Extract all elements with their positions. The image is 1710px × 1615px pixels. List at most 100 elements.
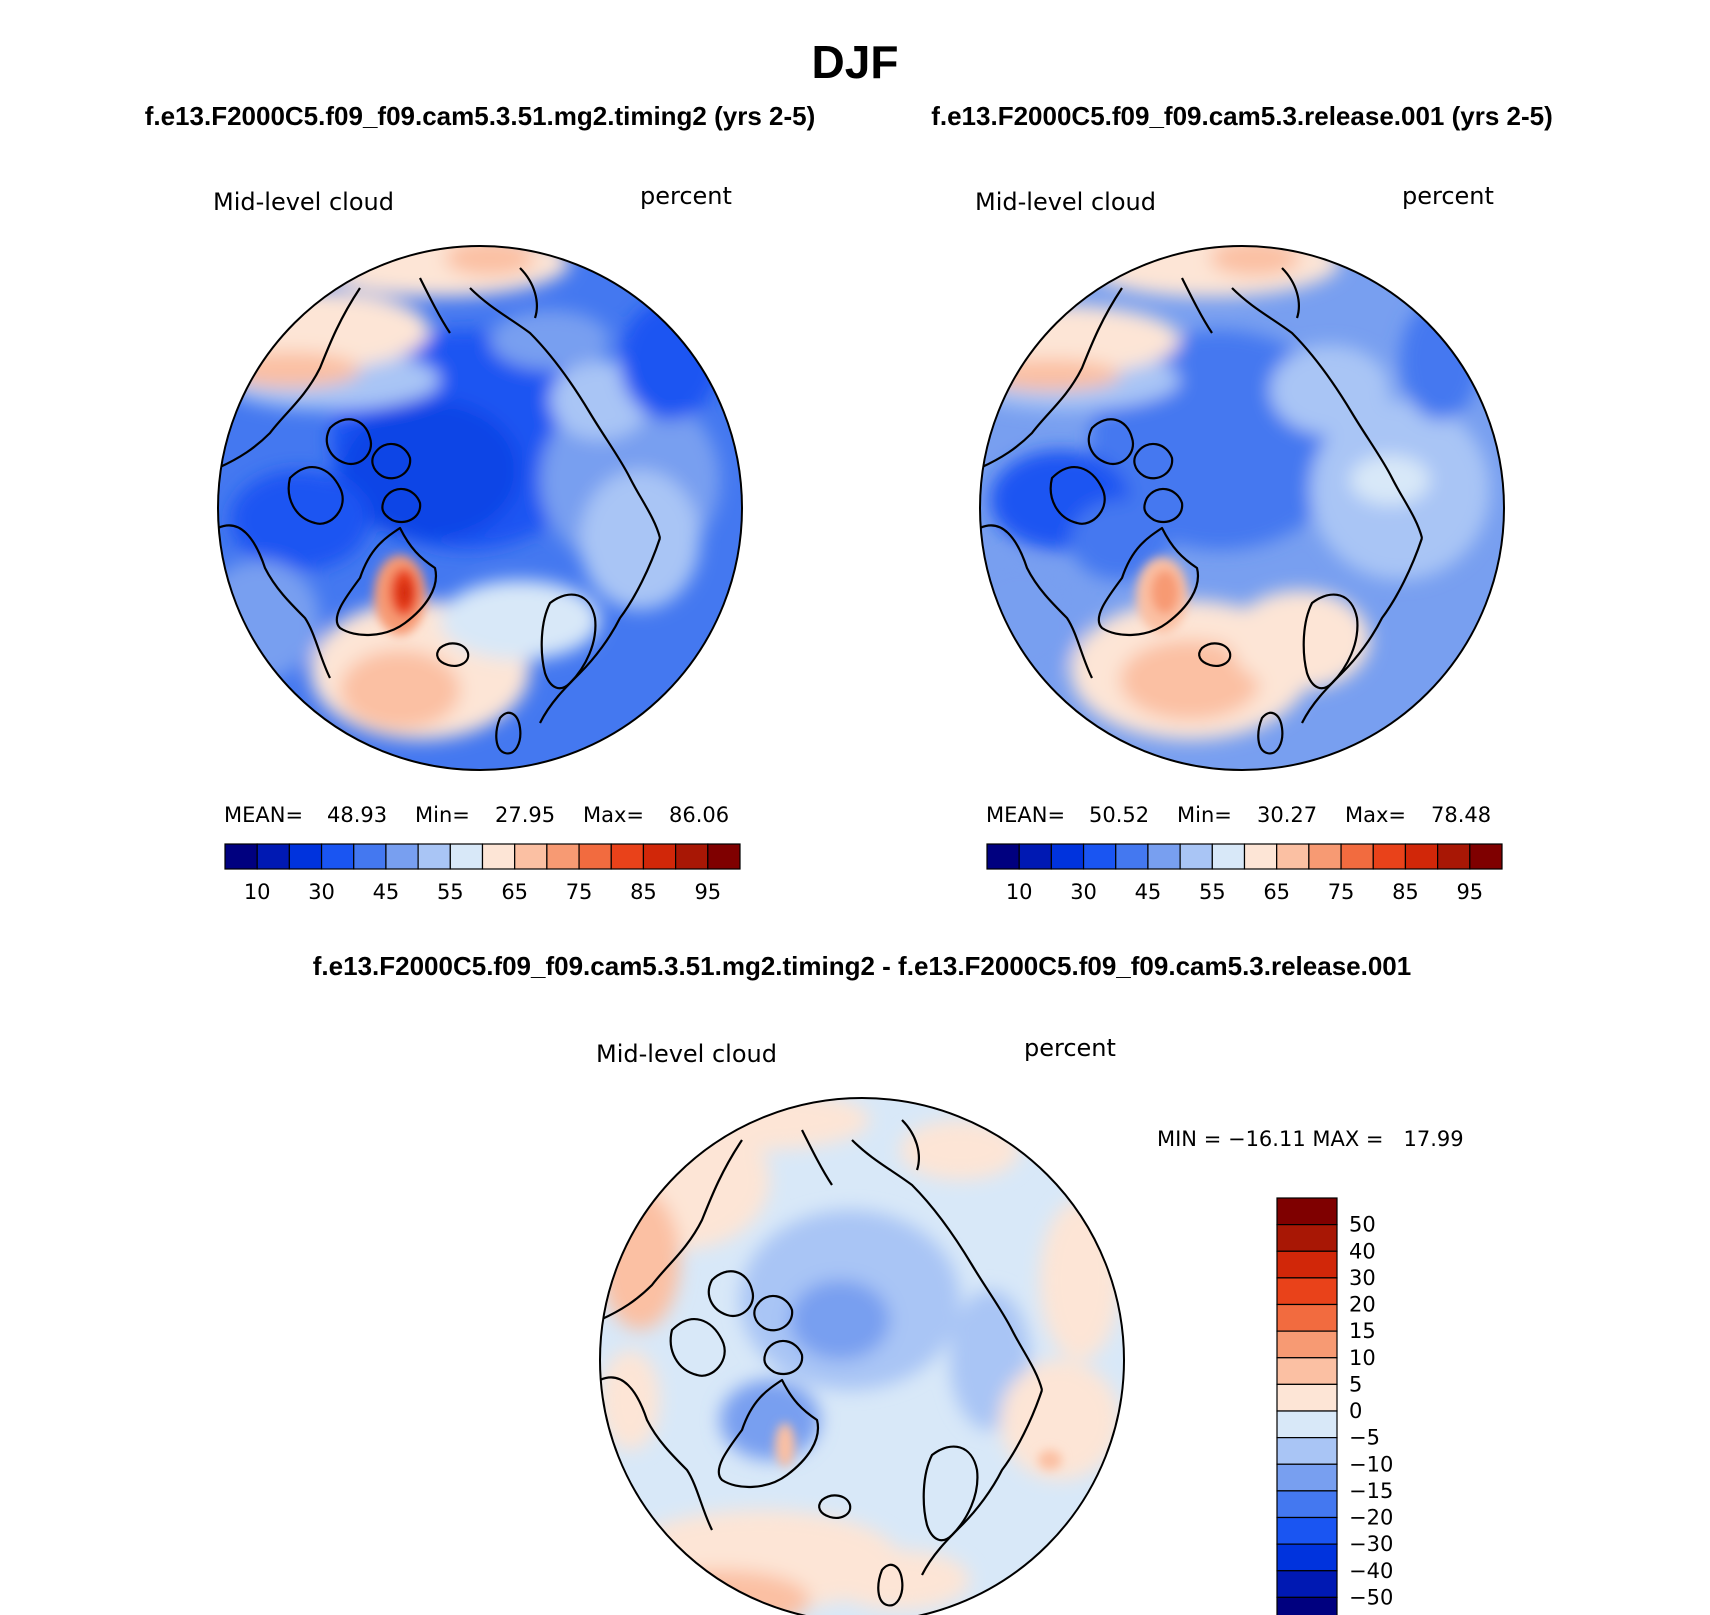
panel-right-max: 78.48 bbox=[1431, 803, 1491, 827]
panel-right-case-title: f.e13.F2000C5.f09_f09.cam5.3.release.001… bbox=[931, 101, 1553, 131]
colorbar-right-swatch bbox=[1276, 843, 1310, 870]
panel-right-max-label: Max= bbox=[1345, 803, 1406, 827]
colorbar-left-tick-label: 95 bbox=[694, 880, 721, 904]
colorbar-diff-tick-label: 30 bbox=[1349, 1266, 1376, 1290]
colorbar-diff-swatch bbox=[1276, 1197, 1338, 1226]
colorbar-left-tick-label: 75 bbox=[566, 880, 593, 904]
colorbar-diff-swatch bbox=[1276, 1516, 1338, 1545]
colorbar-diff-swatch bbox=[1276, 1250, 1338, 1279]
colorbar-right-swatch bbox=[1018, 843, 1052, 870]
colorbar-diff-swatch bbox=[1276, 1570, 1338, 1598]
colorbar-right-tick-label: 10 bbox=[1006, 880, 1033, 904]
colorbar-diff-tick-label: 5 bbox=[1349, 1372, 1362, 1396]
colorbar-diff-tick-label: −30 bbox=[1349, 1532, 1393, 1556]
colorbar-right-swatch bbox=[1437, 843, 1471, 870]
colorbar-left-swatch bbox=[385, 843, 419, 870]
colorbar-diff-tick-label: 50 bbox=[1349, 1213, 1376, 1237]
colorbar-diff-tick-label: −20 bbox=[1349, 1506, 1393, 1530]
panel-left-stats: MEAN= 48.93 Min= 27.95 Max= 86.06 bbox=[224, 803, 729, 827]
colorbar-left-swatch bbox=[288, 843, 323, 870]
colorbar-left-tick-label: 55 bbox=[437, 880, 464, 904]
panel-diff-minmax: MIN = −16.11 MAX = 17.99 bbox=[1157, 1127, 1464, 1151]
colorbar-right-swatch bbox=[1147, 843, 1181, 870]
colorbar-left-swatch bbox=[320, 843, 355, 870]
panel-left-min: 27.95 bbox=[495, 803, 555, 827]
colorbar-diff-swatch bbox=[1276, 1596, 1338, 1615]
colorbar-right-tick-label: 65 bbox=[1263, 880, 1290, 904]
colorbar-diff-tick-label: −40 bbox=[1349, 1559, 1393, 1583]
colorbar-diff-tick-label: 20 bbox=[1349, 1293, 1376, 1317]
colorbar-right-tick-label: 30 bbox=[1070, 880, 1097, 904]
panel-right-mean-label: MEAN= bbox=[986, 803, 1065, 827]
colorbar-right-swatch bbox=[1404, 843, 1439, 870]
colorbar-diff-tick-label: 0 bbox=[1349, 1399, 1362, 1423]
colorbar-diff-tick-label: −5 bbox=[1349, 1426, 1380, 1450]
colorbar-diff-tick-label: 40 bbox=[1349, 1239, 1376, 1263]
panel-left-units: percent bbox=[640, 182, 732, 210]
colorbar-diff-swatch bbox=[1276, 1277, 1338, 1306]
colorbar-right-swatch bbox=[1469, 843, 1503, 870]
colorbar-left-swatch bbox=[546, 843, 580, 870]
colorbar-right-swatch bbox=[1308, 843, 1342, 870]
colorbar-left-tick-label: 10 bbox=[244, 880, 271, 904]
colorbar-right-swatch bbox=[986, 843, 1020, 870]
panel-left-min-label: Min= bbox=[415, 803, 470, 827]
colorbar-left-swatch bbox=[481, 843, 516, 870]
panel-right-mean: 50.52 bbox=[1089, 803, 1149, 827]
colorbar-diff-tick-label: 15 bbox=[1349, 1319, 1376, 1343]
map-left-border bbox=[217, 245, 743, 771]
map-left bbox=[218, 246, 742, 770]
colorbar-right-tick-label: 55 bbox=[1199, 880, 1226, 904]
colorbar-diff-swatch bbox=[1276, 1330, 1338, 1359]
colorbar-left-swatch bbox=[514, 843, 548, 870]
colorbar-left-swatch bbox=[610, 843, 645, 870]
colorbar-left-swatch bbox=[417, 843, 451, 870]
colorbar-right-tick-label: 85 bbox=[1392, 880, 1419, 904]
panel-right-units: percent bbox=[1402, 182, 1494, 210]
colorbar-left-swatch bbox=[578, 843, 612, 870]
colorbar-left-swatch bbox=[707, 843, 741, 870]
colorbar-diff-tick-label: 10 bbox=[1349, 1346, 1376, 1370]
colorbar-diff-tick-label: −50 bbox=[1349, 1585, 1393, 1609]
panel-diff-variable: Mid-level cloud bbox=[596, 1040, 777, 1068]
colorbar-left: 10 30 45 55 65 75 85 95 bbox=[224, 843, 741, 904]
colorbar-diff-tick-label: −10 bbox=[1349, 1452, 1393, 1476]
panel-right-variable: Mid-level cloud bbox=[975, 188, 1156, 216]
panel-left-variable: Mid-level cloud bbox=[213, 188, 394, 216]
colorbar-left-swatch bbox=[353, 843, 387, 870]
colorbar-left-tick-label: 30 bbox=[308, 880, 335, 904]
colorbar-diff-swatch bbox=[1276, 1463, 1338, 1492]
colorbar-diff-swatch bbox=[1276, 1410, 1338, 1439]
colorbar-left-swatch bbox=[256, 843, 290, 870]
map-right-border bbox=[979, 245, 1505, 771]
colorbar-right-swatch bbox=[1082, 843, 1117, 870]
panel-diff-units: percent bbox=[1024, 1034, 1116, 1062]
colorbar-left-swatch bbox=[675, 843, 709, 870]
colorbar-right-swatch bbox=[1211, 843, 1246, 870]
panel-left-mean-label: MEAN= bbox=[224, 803, 303, 827]
panel-diff: f.e13.F2000C5.f09_f09.cam5.3.51.mg2.timi… bbox=[313, 951, 1464, 1615]
map-diff bbox=[600, 1098, 1124, 1615]
colorbar-left-swatch bbox=[449, 843, 484, 870]
map-right bbox=[980, 246, 1504, 770]
panel-right-stats: MEAN= 50.52 Min= 30.27 Max= 78.48 bbox=[986, 803, 1491, 827]
colorbar-diff-swatch bbox=[1276, 1357, 1338, 1385]
colorbar-diff-swatch bbox=[1276, 1437, 1338, 1465]
panel-diff-title: f.e13.F2000C5.f09_f09.cam5.3.51.mg2.timi… bbox=[313, 951, 1411, 981]
colorbar-right-tick-label: 95 bbox=[1456, 880, 1483, 904]
panel-right-min-label: Min= bbox=[1177, 803, 1232, 827]
colorbar-left-tick-label: 85 bbox=[630, 880, 657, 904]
colorbar-right-swatch bbox=[1243, 843, 1278, 870]
colorbar-left-tick-label: 45 bbox=[373, 880, 400, 904]
panel-left-mean: 48.93 bbox=[327, 803, 387, 827]
colorbar-diff-swatch bbox=[1276, 1490, 1338, 1519]
panel-right-min: 30.27 bbox=[1257, 803, 1317, 827]
colorbar-diff-swatch bbox=[1276, 1224, 1338, 1252]
colorbar-right-swatch bbox=[1340, 843, 1374, 870]
panel-left-case-title: f.e13.F2000C5.f09_f09.cam5.3.51.mg2.timi… bbox=[145, 101, 816, 131]
panel-right: f.e13.F2000C5.f09_f09.cam5.3.release.001… bbox=[931, 101, 1553, 904]
colorbar-diff-tick-label: −15 bbox=[1349, 1479, 1393, 1503]
colorbar-diff-swatch bbox=[1276, 1383, 1338, 1412]
panel-left-max-label: Max= bbox=[583, 803, 644, 827]
